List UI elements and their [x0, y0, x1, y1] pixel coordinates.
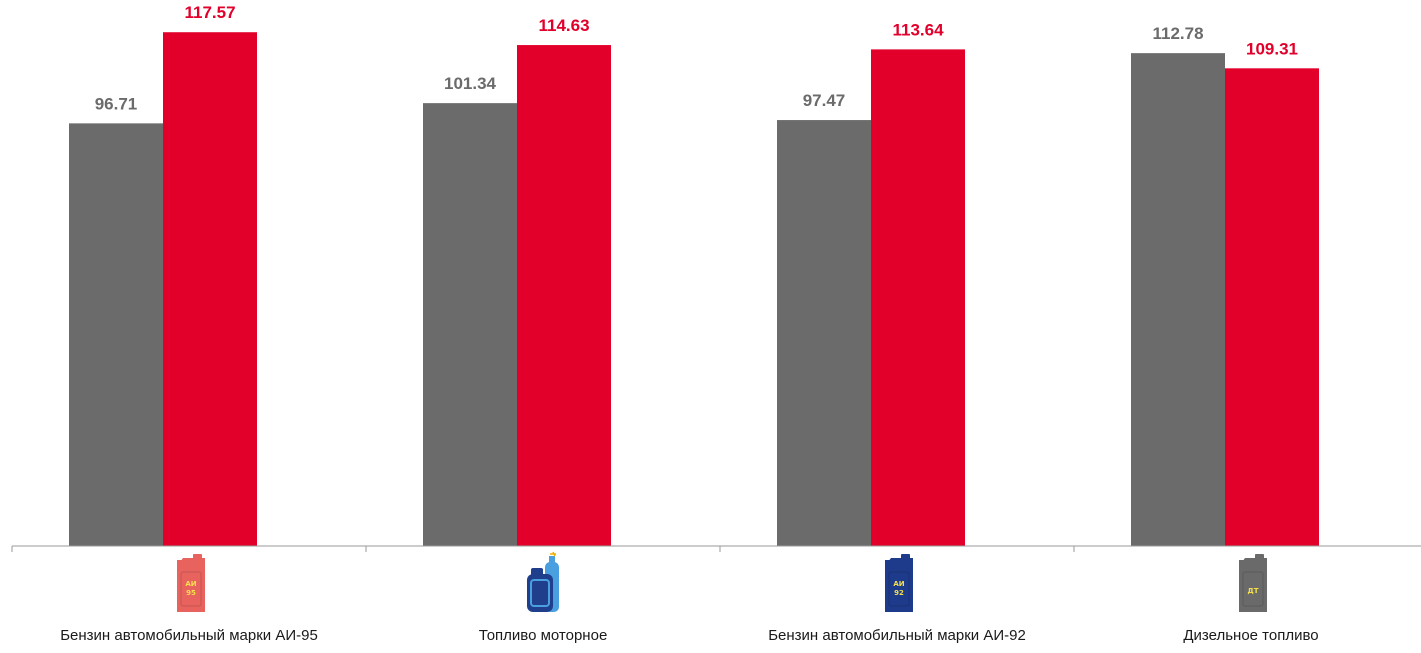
bars-group [69, 32, 1319, 547]
bar-series1 [777, 120, 871, 547]
category-label: Бензин автомобильный марки АИ-95 [60, 627, 318, 644]
bar-series1 [1131, 53, 1225, 547]
category-labels-group: Бензин автомобильный марки АИ-95 Топливо … [60, 627, 1318, 644]
data-label: 96.71 [95, 94, 138, 113]
icon-label: АИ [893, 580, 904, 588]
canister-diesel-icon: ДТ [1239, 554, 1267, 612]
data-label: 114.63 [538, 16, 589, 35]
x-axis-ticks [11, 546, 1075, 552]
data-label: 101.34 [444, 74, 497, 93]
icon-label: АИ [185, 580, 196, 588]
bar-series2 [1225, 68, 1319, 546]
bar-series2 [517, 45, 611, 547]
icon-label: 95 [186, 589, 196, 597]
icon-label: 92 [894, 589, 904, 597]
bar-series1 [69, 123, 163, 547]
data-label: 117.57 [184, 3, 235, 22]
category-label: Бензин автомобильный марки АИ-92 [768, 627, 1026, 644]
bar-series2 [163, 32, 257, 546]
data-label: 113.64 [892, 20, 944, 39]
motor-fuel-canister-icon [527, 551, 559, 612]
data-label: 109.31 [1246, 39, 1298, 58]
category-label: Дизельное топливо [1183, 627, 1318, 644]
data-label: 97.47 [803, 91, 846, 110]
category-label: Топливо моторное [479, 627, 608, 644]
bar-series2 [871, 49, 965, 547]
data-label: 112.78 [1152, 24, 1203, 43]
value-labels-group: 96.71 117.57 101.34 114.63 97.47 113.64 112.78… [95, 3, 1298, 113]
icon-label: ДТ [1247, 587, 1258, 595]
bar-series1 [423, 103, 517, 547]
